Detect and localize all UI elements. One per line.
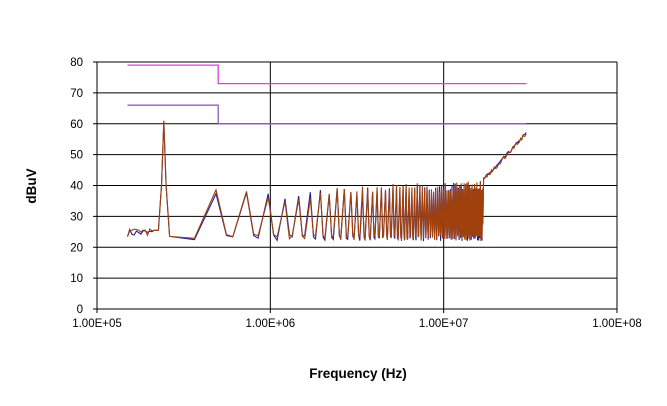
y-tick-label: 10 xyxy=(70,273,83,285)
y-tick-label: 20 xyxy=(70,242,83,254)
x-axis-title: Frequency (Hz) xyxy=(309,366,407,381)
trace-brown xyxy=(126,120,527,242)
y-tick-label: 80 xyxy=(70,57,83,69)
x-tick-label: 1.00E+08 xyxy=(592,318,642,330)
y-tick-label: 40 xyxy=(70,181,83,193)
limit-lines xyxy=(127,64,527,125)
x-tick-label: 1.00E+06 xyxy=(246,318,296,330)
y-tick-label: 30 xyxy=(70,211,83,223)
grid xyxy=(97,61,618,309)
limit-line xyxy=(127,104,527,125)
y-axis-title: dBuV xyxy=(24,168,39,203)
y-tick-label: 70 xyxy=(70,88,83,100)
y-tick-label: 60 xyxy=(70,119,83,131)
y-tick-label: 50 xyxy=(70,150,83,162)
x-tick-label: 1.00E+07 xyxy=(419,318,469,330)
x-tick-labels: 1.00E+05 1.00E+06 1.00E+07 1.00E+08 xyxy=(72,318,642,330)
y-tick-label: 0 xyxy=(77,304,83,316)
axes xyxy=(93,61,618,313)
y-tick-labels: 0 10 20 30 40 50 60 70 80 xyxy=(70,57,83,316)
limit-line xyxy=(127,64,527,85)
x-tick-label: 1.00E+05 xyxy=(72,318,122,330)
traces xyxy=(126,120,527,242)
